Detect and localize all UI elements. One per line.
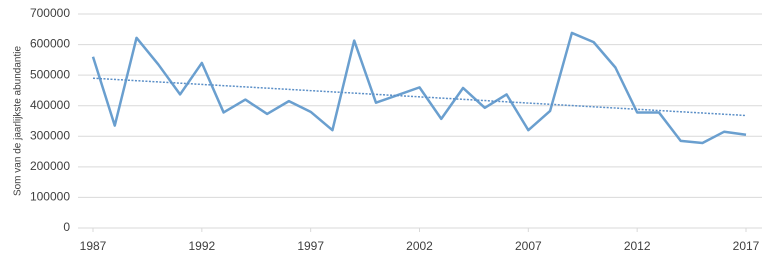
y-tick-label: 200000 [30,159,70,173]
x-tick-label: 1997 [297,239,324,253]
y-axis-label: Som van de jaarlijkste abundantie [13,46,24,197]
x-tick-label: 2007 [515,239,542,253]
y-tick-label: 400000 [30,98,70,112]
x-tick-label: 2017 [733,239,760,253]
y-tick-label: 700000 [30,6,70,20]
y-tick-label: 300000 [30,128,70,142]
y-tick-label: 500000 [30,67,70,81]
x-tick-label: 2012 [624,239,651,253]
y-tick-label: 100000 [30,190,70,204]
y-tick-label: 600000 [30,37,70,51]
trend-line [92,77,747,117]
x-tick-label: 1987 [80,239,107,253]
data-line [91,31,747,145]
x-tick-label: 1992 [188,239,215,253]
x-tick-label: 2002 [406,239,433,253]
y-tick-label: 0 [63,220,70,234]
